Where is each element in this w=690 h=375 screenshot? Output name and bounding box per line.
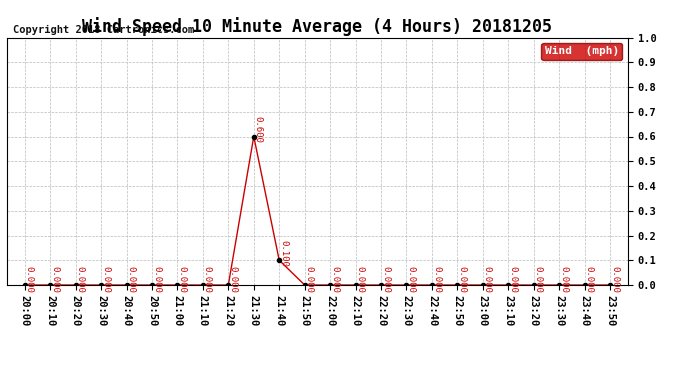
Text: 0.000: 0.000 (584, 266, 593, 293)
Text: 0.000: 0.000 (457, 266, 466, 293)
Legend: Wind  (mph): Wind (mph) (542, 43, 622, 60)
Text: 0.100: 0.100 (279, 240, 288, 267)
Text: Copyright 2018 Cartronics.com: Copyright 2018 Cartronics.com (13, 25, 195, 35)
Text: 0.000: 0.000 (177, 266, 186, 293)
Text: 0.000: 0.000 (509, 266, 518, 293)
Text: 0.600: 0.600 (254, 116, 263, 143)
Text: 0.000: 0.000 (76, 266, 85, 293)
Title: Wind Speed 10 Minute Average (4 Hours) 20181205: Wind Speed 10 Minute Average (4 Hours) 2… (82, 17, 553, 36)
Text: 0.000: 0.000 (126, 266, 135, 293)
Text: 0.000: 0.000 (50, 266, 59, 293)
Text: 0.000: 0.000 (381, 266, 390, 293)
Text: 0.000: 0.000 (355, 266, 364, 293)
Text: 0.000: 0.000 (305, 266, 314, 293)
Text: 0.000: 0.000 (203, 266, 212, 293)
Text: 0.000: 0.000 (534, 266, 543, 293)
Text: 0.000: 0.000 (432, 266, 441, 293)
Text: 0.000: 0.000 (101, 266, 110, 293)
Text: 0.000: 0.000 (406, 266, 415, 293)
Text: 0.000: 0.000 (559, 266, 568, 293)
Text: 0.000: 0.000 (483, 266, 492, 293)
Text: 0.000: 0.000 (25, 266, 34, 293)
Text: 0.000: 0.000 (152, 266, 161, 293)
Text: 0.000: 0.000 (228, 266, 237, 293)
Text: 0.000: 0.000 (610, 266, 619, 293)
Text: 0.000: 0.000 (330, 266, 339, 293)
